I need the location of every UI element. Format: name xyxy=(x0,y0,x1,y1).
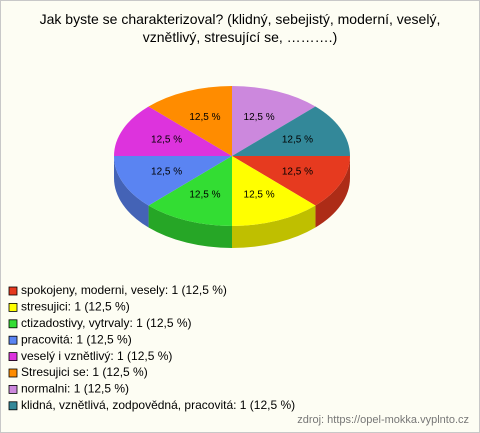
slice xyxy=(232,86,316,156)
data-label: 12,5 % xyxy=(282,167,313,178)
slice xyxy=(232,156,350,206)
legend-swatch xyxy=(8,368,18,378)
source: zdroj: https://opel-mokka.vyplnto.cz xyxy=(297,414,469,426)
data-label: 12,5 % xyxy=(244,189,275,200)
data-label: 12,5 % xyxy=(151,167,182,178)
slice-side xyxy=(232,205,316,248)
legend-label: veselý i vznětlivý: 1 (12,5 %) xyxy=(21,349,172,363)
data-label: 12,5 % xyxy=(151,135,182,146)
data-label: 12,5 % xyxy=(282,135,313,146)
legend-swatch xyxy=(8,335,18,345)
data-label: 12,5 % xyxy=(244,112,275,123)
legend-swatch xyxy=(8,286,18,296)
legend-swatch xyxy=(8,384,18,394)
slice xyxy=(114,156,232,206)
data-label: 12,5 % xyxy=(189,112,220,123)
legend-label: Stresujici se: 1 (12,5 %) xyxy=(21,365,148,379)
slice xyxy=(232,106,350,156)
legend-swatch xyxy=(8,319,18,329)
legend-swatch xyxy=(8,352,18,362)
slice-side xyxy=(114,156,149,228)
slice-side xyxy=(148,205,232,248)
slice xyxy=(148,86,232,156)
legend-swatch xyxy=(8,401,18,411)
legend-label: normalni: 1 (12,5 %) xyxy=(21,382,129,396)
slice-side xyxy=(315,156,350,228)
legend-swatch xyxy=(8,302,18,312)
chart-title: Jak byste se charakterizoval? (klidný, s… xyxy=(39,11,441,45)
legend-label: ctizadostivy, vytrvaly: 1 (12,5 %) xyxy=(21,316,192,330)
legend-label: klidná, vznětlivá, zodpovědná, pracovitá… xyxy=(21,398,295,412)
legend-label: stresujici: 1 (12,5 %) xyxy=(21,300,130,314)
slice xyxy=(148,156,232,226)
data-label: 12,5 % xyxy=(189,189,220,200)
slice xyxy=(114,106,232,156)
legend-label: pracovitá: 1 (12,5 %) xyxy=(21,332,132,346)
legend-label: spokojeny, moderni, vesely: 1 (12,5 %) xyxy=(21,283,227,297)
slice xyxy=(232,156,316,226)
